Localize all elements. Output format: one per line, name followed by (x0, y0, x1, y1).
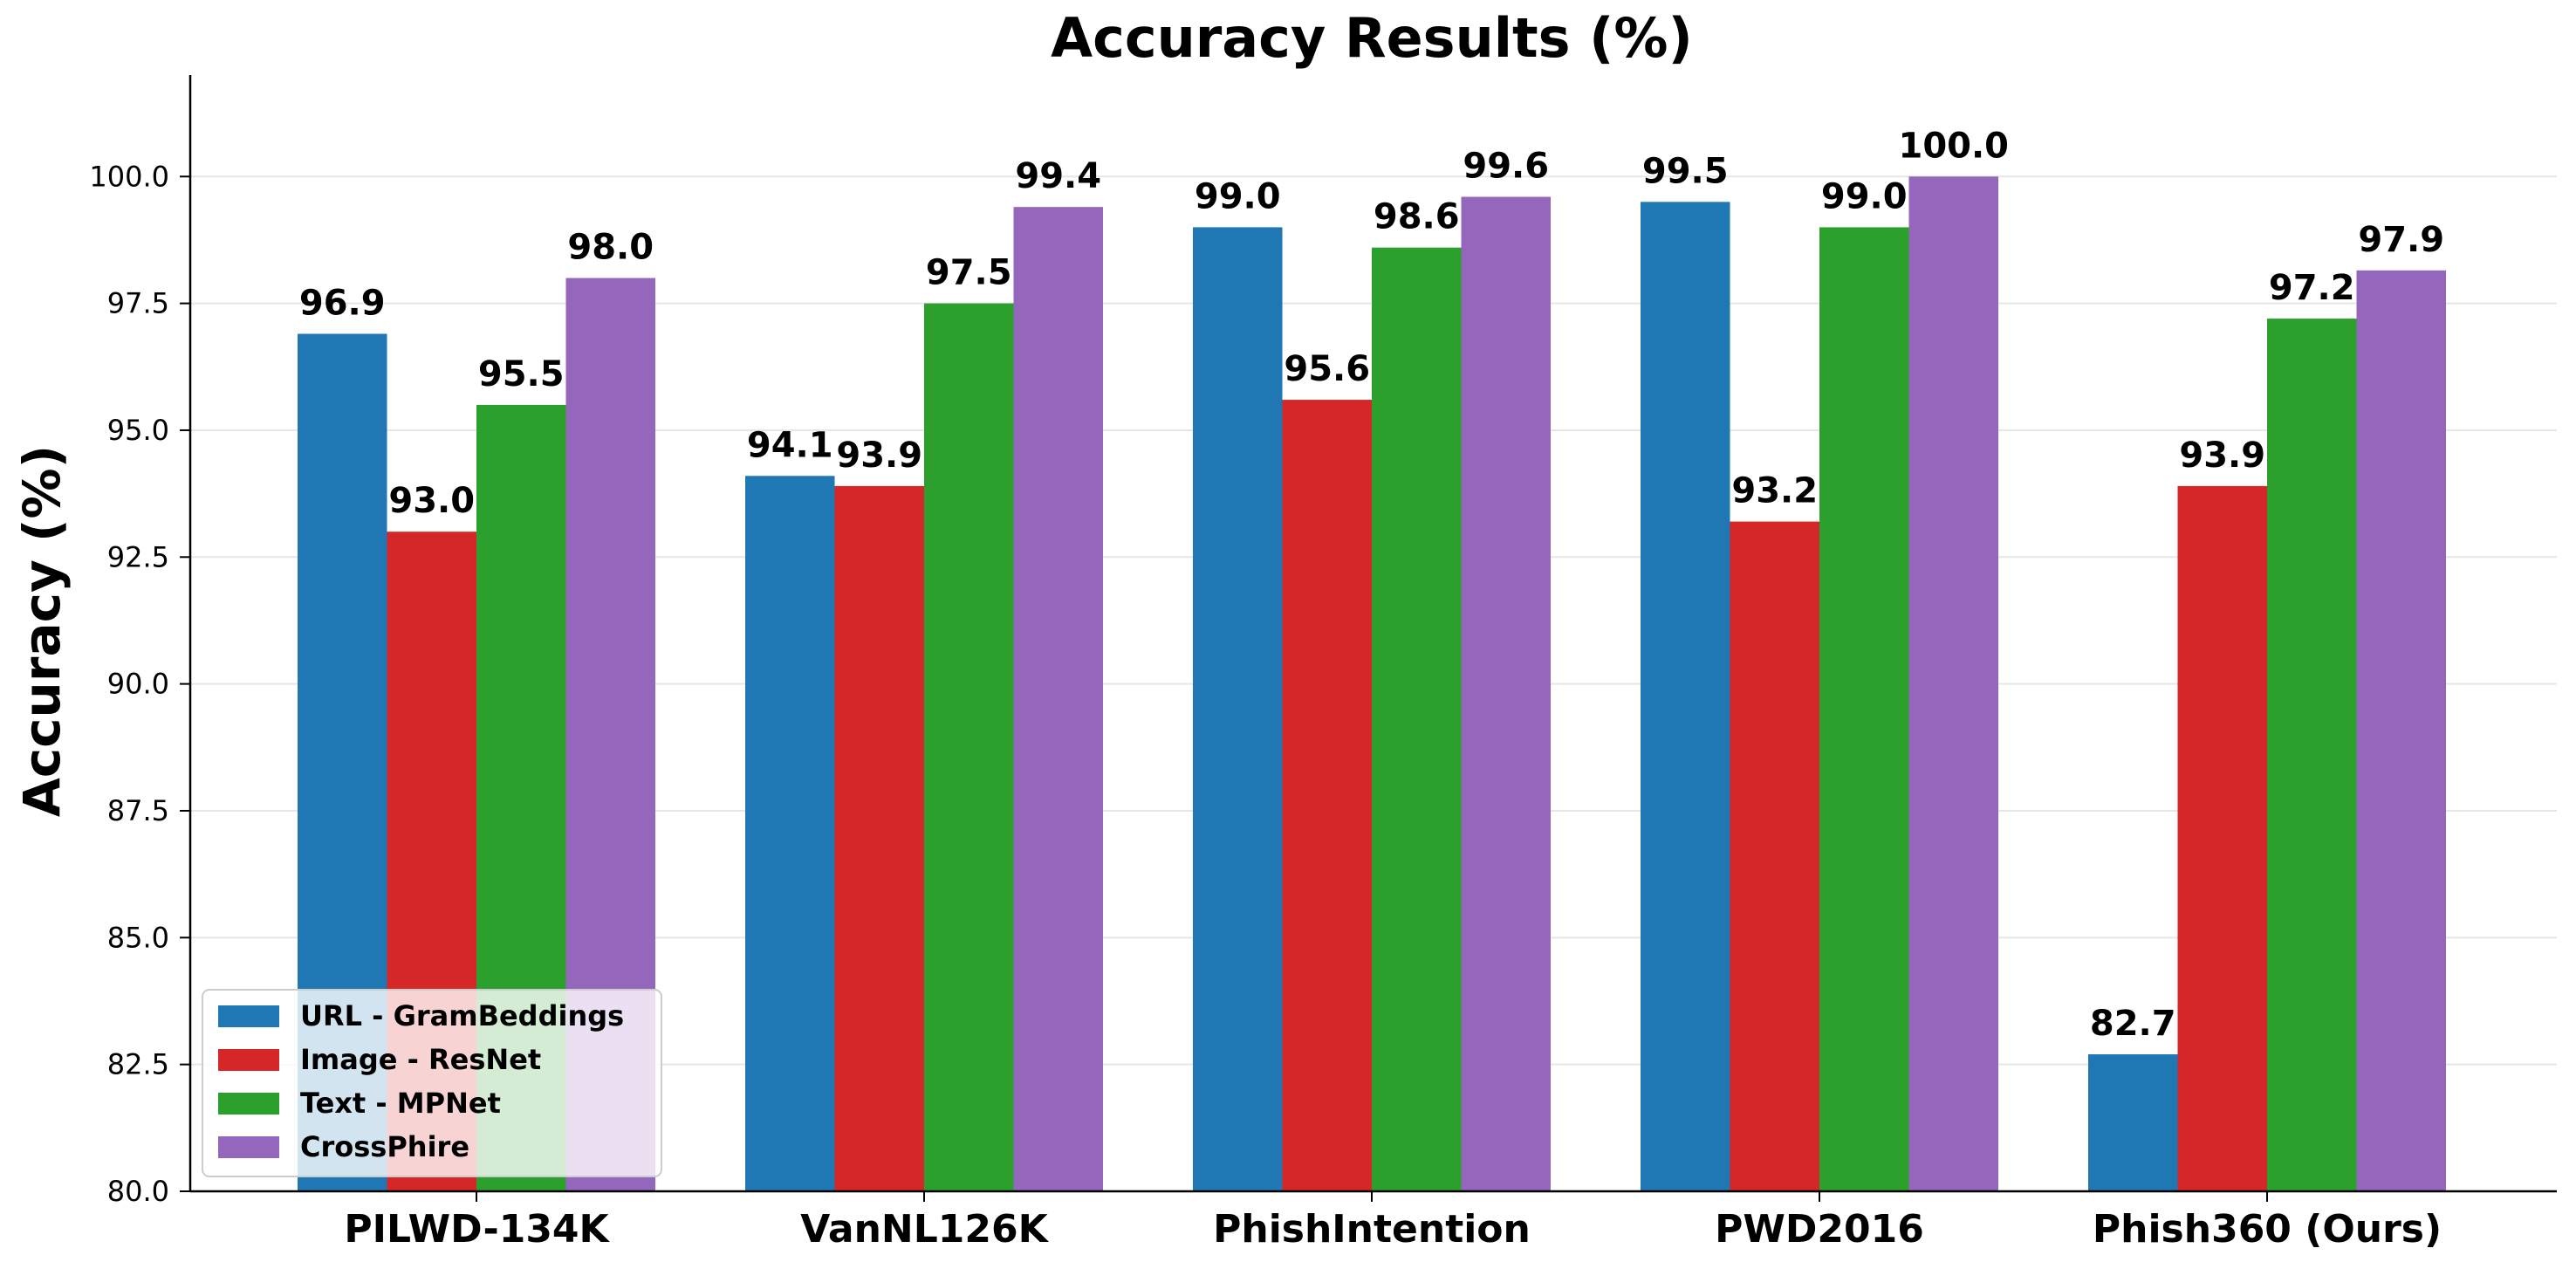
bar-value-label: 93.2 (1731, 471, 1818, 511)
bar (1730, 521, 1819, 1191)
y-ticks: 80.0 82.5 85.0 87.5 90.0 92.5 95.0 97.5 100.0 (89, 160, 190, 1208)
legend-swatch (218, 1093, 279, 1115)
bar (1193, 227, 1283, 1192)
bar (1013, 207, 1103, 1191)
legend-swatch (218, 1005, 279, 1027)
y-axis-label: Accuracy (%) (12, 445, 72, 817)
bar (1908, 176, 1998, 1192)
bar-value-label: 97.2 (2269, 268, 2355, 308)
bar-value-label: 99.5 (1642, 151, 1729, 191)
y-tick-label: 82.5 (107, 1048, 169, 1081)
legend-entry: URL - GramBeddings (300, 999, 624, 1032)
bar-value-label: 82.7 (2090, 1004, 2176, 1044)
x-tick-label: PILWD-134K (344, 1207, 610, 1252)
bar (924, 303, 1014, 1191)
bar (1282, 400, 1372, 1191)
legend-entry: CrossPhire (300, 1130, 469, 1163)
bar-value-label: 95.5 (478, 354, 565, 394)
x-tick-label: VanNL126K (800, 1207, 1049, 1252)
y-tick-label: 90.0 (107, 668, 169, 701)
bar-value-label: 96.9 (299, 283, 386, 323)
y-tick-label: 85.0 (107, 921, 169, 954)
x-tick-label: PWD2016 (1715, 1207, 1924, 1252)
bar-value-label: 94.1 (747, 425, 833, 465)
bar (1461, 196, 1551, 1192)
value-labels: 96.993.095.598.094.1 93.997.599.499.095.6… (299, 126, 2444, 1044)
bar-value-label: 99.4 (1015, 156, 1101, 196)
bar (1372, 247, 1462, 1192)
bar (834, 485, 924, 1191)
y-tick-label: 95.0 (107, 414, 169, 447)
bar-value-label: 97.5 (926, 253, 1012, 293)
bar-value-label: 93.9 (2179, 436, 2265, 476)
bar-value-label: 98.6 (1374, 197, 1460, 237)
bar (2177, 485, 2267, 1191)
bar (745, 476, 835, 1191)
y-tick-label: 92.5 (107, 540, 169, 573)
legend-entry: Image - ResNet (300, 1043, 541, 1076)
bar (2267, 319, 2357, 1191)
bar (1819, 227, 1909, 1192)
y-tick-label: 100.0 (89, 160, 169, 193)
x-tick-label: PhishIntention (1213, 1207, 1531, 1252)
bar (1641, 202, 1730, 1191)
y-tick-label: 80.0 (107, 1175, 169, 1208)
legend: URL - GramBeddings Image - ResNet Text - M… (202, 989, 662, 1177)
bar-value-label: 97.9 (2358, 220, 2444, 260)
bar-value-label: 99.6 (1463, 147, 1549, 187)
chart-title: Accuracy Results (%) (1051, 6, 1693, 70)
bar-value-label: 100.0 (1898, 126, 2009, 166)
y-tick-label: 97.5 (107, 287, 169, 320)
y-tick-label: 87.5 (107, 794, 169, 827)
x-ticks: PILWD-134K VanNL126K PhishIntention PWD2016… (344, 1191, 2442, 1252)
legend-swatch (218, 1049, 279, 1071)
legend-entry: Text - MPNet (300, 1087, 501, 1120)
bar-value-label: 93.9 (836, 436, 922, 476)
bar (2088, 1054, 2178, 1191)
bar-value-label: 95.6 (1284, 349, 1370, 389)
bar-value-label: 99.0 (1821, 176, 1908, 216)
bar-value-label: 99.0 (1195, 176, 1281, 216)
bar-value-label: 98.0 (567, 228, 654, 268)
x-tick-label: Phish360 (Ours) (2093, 1207, 2442, 1252)
bar-value-label: 93.0 (388, 481, 475, 521)
legend-swatch (218, 1136, 279, 1158)
bar (2356, 270, 2446, 1192)
legend-box (202, 989, 662, 1177)
axes (188, 75, 2557, 1193)
